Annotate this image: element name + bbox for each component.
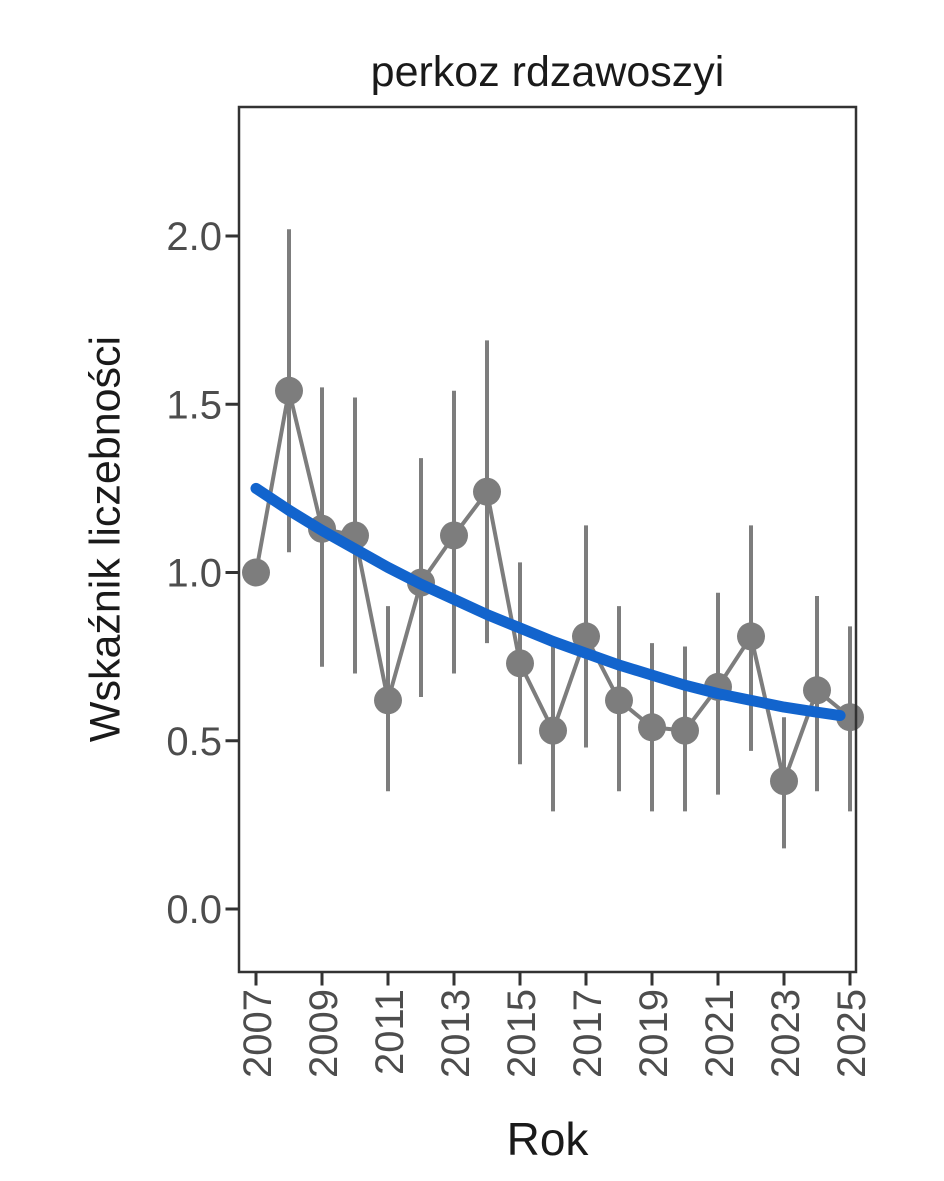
data-point xyxy=(473,477,501,506)
x-tick-label: 2021 xyxy=(698,989,742,1078)
y-tick-label: 1.5 xyxy=(166,383,222,427)
data-point xyxy=(638,713,666,742)
x-tick-label: 2023 xyxy=(764,989,808,1078)
data-point xyxy=(671,716,699,745)
x-tick-label: 2015 xyxy=(500,989,544,1078)
x-tick-label: 2019 xyxy=(632,989,676,1078)
data-point xyxy=(275,376,303,405)
data-point xyxy=(374,686,402,715)
data-point xyxy=(803,676,831,705)
x-axis-ticks: 2007 2009 2011 2013 2015 2017 2019 2021 2023 2025 xyxy=(236,972,874,1078)
data-point xyxy=(572,622,600,651)
x-tick-label: 2009 xyxy=(302,989,346,1078)
points-layer xyxy=(242,376,864,796)
data-point xyxy=(605,686,633,715)
x-axis-label: Rok xyxy=(506,1113,589,1165)
y-tick-label: 0.5 xyxy=(166,720,222,764)
data-point xyxy=(242,558,270,587)
data-point xyxy=(539,716,567,745)
error-bars-layer xyxy=(287,229,852,849)
x-tick-label: 2011 xyxy=(368,989,412,1075)
trend-line xyxy=(250,482,846,722)
chart-title: perkoz rdzawoszyi xyxy=(370,48,725,96)
data-point xyxy=(506,649,534,678)
data-point xyxy=(737,622,765,651)
x-tick-label: 2007 xyxy=(236,989,280,1078)
data-point xyxy=(440,521,468,550)
y-axis-ticks: 0.0 0.5 1.0 1.5 2.0 xyxy=(166,215,239,932)
panel-border xyxy=(237,105,858,974)
y-tick-label: 0.0 xyxy=(166,888,222,932)
x-tick-label: 2013 xyxy=(434,989,478,1078)
data-point xyxy=(770,767,798,796)
y-tick-label: 2.0 xyxy=(166,215,222,259)
x-tick-label: 2025 xyxy=(830,989,874,1078)
y-tick-label: 1.0 xyxy=(166,552,222,596)
x-tick-label: 2017 xyxy=(566,989,610,1078)
